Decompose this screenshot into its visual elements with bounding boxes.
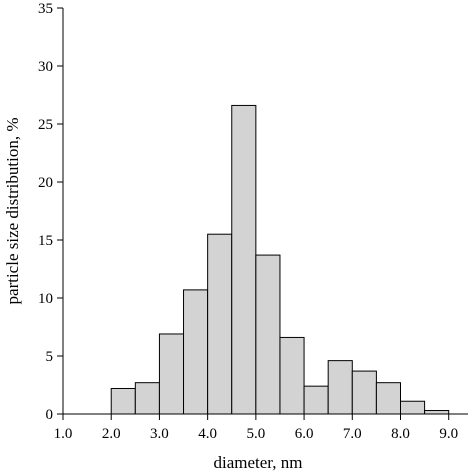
bar xyxy=(110,387,136,415)
x-tick-label: 5.0 xyxy=(246,426,265,442)
bar xyxy=(255,254,281,415)
bar xyxy=(400,400,426,415)
bar xyxy=(303,385,329,415)
x-tick-label: 2.0 xyxy=(102,426,121,442)
bar xyxy=(134,382,160,415)
y-tick-label: 35 xyxy=(38,1,53,17)
bar xyxy=(183,289,209,415)
y-tick-label: 15 xyxy=(38,233,53,249)
bar xyxy=(327,360,353,415)
x-tick-label: 7.0 xyxy=(343,426,362,442)
y-tick-label: 30 xyxy=(38,59,53,75)
bar xyxy=(375,382,401,415)
bar xyxy=(207,233,233,415)
bar xyxy=(279,336,305,415)
bar xyxy=(351,370,377,415)
x-tick-label: 1.0 xyxy=(54,426,73,442)
y-tick-label: 0 xyxy=(46,407,54,423)
x-tick-label: 9.0 xyxy=(439,426,458,442)
y-tick-label: 5 xyxy=(46,349,54,365)
bar xyxy=(231,104,257,415)
y-axis-label: particle size distribution, % xyxy=(3,118,22,305)
y-tick-label: 20 xyxy=(38,175,53,191)
x-tick-label: 4.0 xyxy=(198,426,217,442)
x-axis-label: diameter, nm xyxy=(213,453,302,472)
x-tick-label: 3.0 xyxy=(150,426,169,442)
x-tick-label: 8.0 xyxy=(391,426,410,442)
bar xyxy=(424,410,450,415)
y-tick-label: 10 xyxy=(38,291,53,307)
x-tick-label: 6.0 xyxy=(295,426,314,442)
y-tick-label: 25 xyxy=(38,117,53,133)
bar xyxy=(158,333,185,415)
